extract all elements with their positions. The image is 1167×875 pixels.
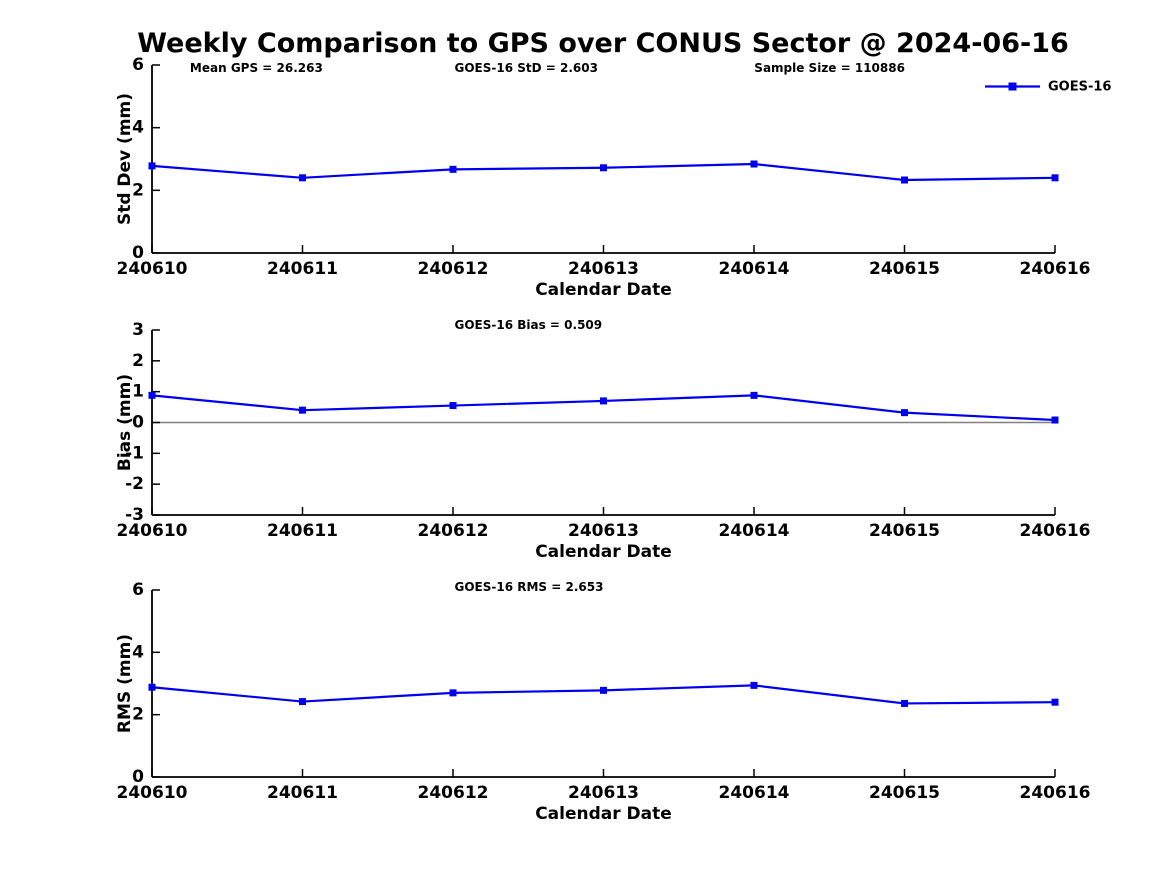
- x-axis-label: Calendar Date: [535, 280, 672, 300]
- data-point-marker: [148, 683, 156, 691]
- data-point-marker: [901, 409, 908, 417]
- x-tick-label: 240613: [568, 259, 639, 279]
- x-tick-label: 240611: [267, 259, 338, 279]
- data-point-marker: [600, 164, 607, 172]
- data-point-marker: [750, 681, 758, 689]
- data-point-marker: [1051, 174, 1059, 182]
- y-tick-label: 4: [132, 118, 144, 138]
- x-tick-label: 240612: [418, 259, 489, 279]
- x-axis-label: Calendar Date: [535, 542, 672, 562]
- y-tick-label: 2: [132, 351, 144, 371]
- data-point-marker: [299, 698, 306, 706]
- x-tick-label: 240615: [869, 259, 940, 279]
- stat-annotation: GOES-16 Bias = 0.509: [455, 318, 603, 332]
- y-tick-label: 2: [132, 180, 144, 200]
- data-point-marker: [750, 160, 758, 168]
- legend-label: GOES-16: [1048, 80, 1111, 95]
- stat-annotation: GOES-16 RMS = 2.653: [455, 580, 604, 594]
- y-axis-label: Std Dev (mm): [115, 93, 135, 225]
- y-tick-label: 0: [132, 767, 144, 787]
- data-point-marker: [299, 406, 306, 414]
- y-tick-label: 0: [132, 413, 144, 433]
- y-axis-label: RMS (mm): [115, 634, 135, 733]
- data-point-marker: [600, 397, 607, 405]
- data-point-marker: [1051, 698, 1059, 706]
- y-tick-label: 6: [132, 580, 144, 600]
- x-tick-label: 240613: [568, 783, 639, 803]
- x-tick-label: 240610: [117, 521, 188, 541]
- data-point-marker: [1051, 416, 1059, 424]
- data-point-marker: [449, 689, 457, 697]
- x-tick-label: 240612: [418, 783, 489, 803]
- data-point-marker: [901, 176, 908, 184]
- y-tick-label: 1: [132, 382, 144, 402]
- chart-title: Weekly Comparison to GPS over CONUS Sect…: [137, 28, 1069, 59]
- x-tick-label: 240613: [568, 521, 639, 541]
- legend-marker: [1008, 82, 1017, 91]
- data-point-marker: [148, 391, 156, 399]
- panel-3: 0 2 4 6 240610 240611 240612 240613 240614 240615…: [115, 580, 1090, 824]
- data-point-marker: [750, 391, 758, 399]
- stat-annotation: Sample Size = 110886: [754, 61, 905, 75]
- y-tick-label: -3: [125, 505, 144, 525]
- x-tick-label: 240611: [267, 783, 338, 803]
- x-tick-label: 240616: [1020, 521, 1091, 541]
- x-tick-label: 240614: [719, 259, 790, 279]
- x-tick-label: 240615: [869, 521, 940, 541]
- y-tick-label: 2: [132, 705, 144, 725]
- legend: GOES-16: [985, 80, 1111, 95]
- data-point-marker: [148, 162, 156, 170]
- x-tick-label: 240616: [1020, 783, 1091, 803]
- y-tick-label: 0: [132, 243, 144, 263]
- data-point-marker: [600, 686, 607, 694]
- x-tick-label: 240612: [418, 521, 489, 541]
- x-tick-label: 240614: [719, 521, 790, 541]
- panel-2: -3 -2 -1 0 1 2 3 240610 240611 240612 240613 240614…: [115, 318, 1090, 562]
- x-tick-label: 240614: [719, 783, 790, 803]
- data-point-marker: [449, 402, 457, 410]
- y-tick-label: 3: [132, 320, 144, 340]
- y-tick-label: 6: [132, 55, 144, 75]
- x-tick-label: 240616: [1020, 259, 1091, 279]
- panel-1: 0 2 4 6 240610 240611 240612 240613 240614 240615…: [115, 55, 1090, 300]
- y-tick-label: -1: [125, 443, 144, 463]
- x-axis-label: Calendar Date: [535, 804, 672, 824]
- y-tick-label: 4: [132, 642, 144, 662]
- y-tick-label: -2: [125, 474, 144, 494]
- x-tick-label: 240610: [117, 783, 188, 803]
- y-axis-label: Bias (mm): [115, 374, 135, 471]
- data-point-marker: [901, 699, 908, 707]
- x-tick-label: 240615: [869, 783, 940, 803]
- stat-annotation: GOES-16 StD = 2.603: [455, 61, 598, 75]
- x-tick-label: 240610: [117, 259, 188, 279]
- stat-annotation: Mean GPS = 26.263: [190, 61, 323, 75]
- data-point-marker: [299, 174, 306, 182]
- x-tick-label: 240611: [267, 521, 338, 541]
- data-point-marker: [449, 165, 457, 173]
